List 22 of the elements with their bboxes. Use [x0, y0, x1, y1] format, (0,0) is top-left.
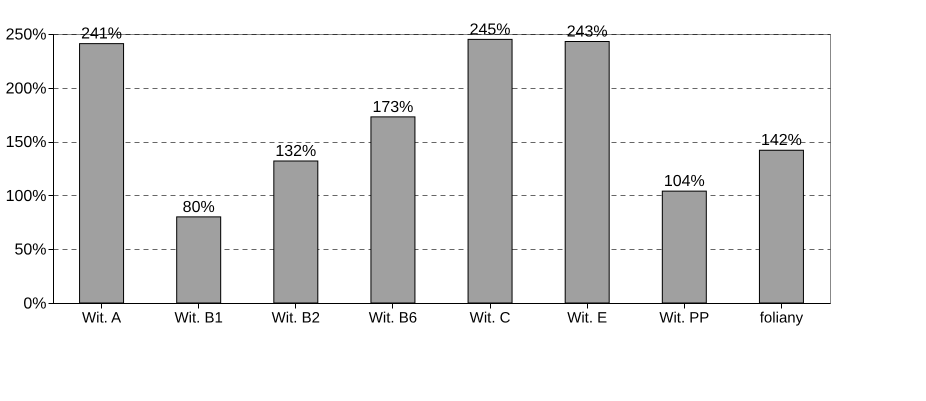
- y-tick-label: 100%: [6, 188, 46, 205]
- data-label: 142%: [760, 132, 802, 150]
- data-label: 173%: [372, 98, 414, 116]
- x-tick-label: Wit. B1: [174, 310, 223, 326]
- x-tick-label: Wit. B6: [368, 310, 418, 326]
- x-tick-label: Wit. C: [470, 310, 511, 326]
- data-label: 243%: [566, 24, 608, 41]
- y-tick-label: 200%: [6, 80, 46, 98]
- data-label: 132%: [275, 142, 316, 160]
- data-label: 245%: [470, 21, 511, 38]
- data-label: 241%: [81, 26, 122, 43]
- x-tick-label: Wit. B2: [272, 310, 320, 326]
- y-tick-label: 50%: [14, 242, 46, 259]
- y-tick-label: 0%: [23, 296, 46, 312]
- x-tick-label: Wit. E: [567, 310, 608, 326]
- data-label: 80%: [182, 198, 215, 216]
- y-tick-label: 250%: [6, 26, 46, 44]
- x-tick-label: Wit. PP: [659, 310, 710, 326]
- y-tick-label: 150%: [6, 134, 46, 152]
- x-tick-label: foliany: [760, 310, 804, 326]
- x-tick-label: Wit. A: [82, 310, 122, 326]
- data-label: 104%: [664, 173, 705, 190]
